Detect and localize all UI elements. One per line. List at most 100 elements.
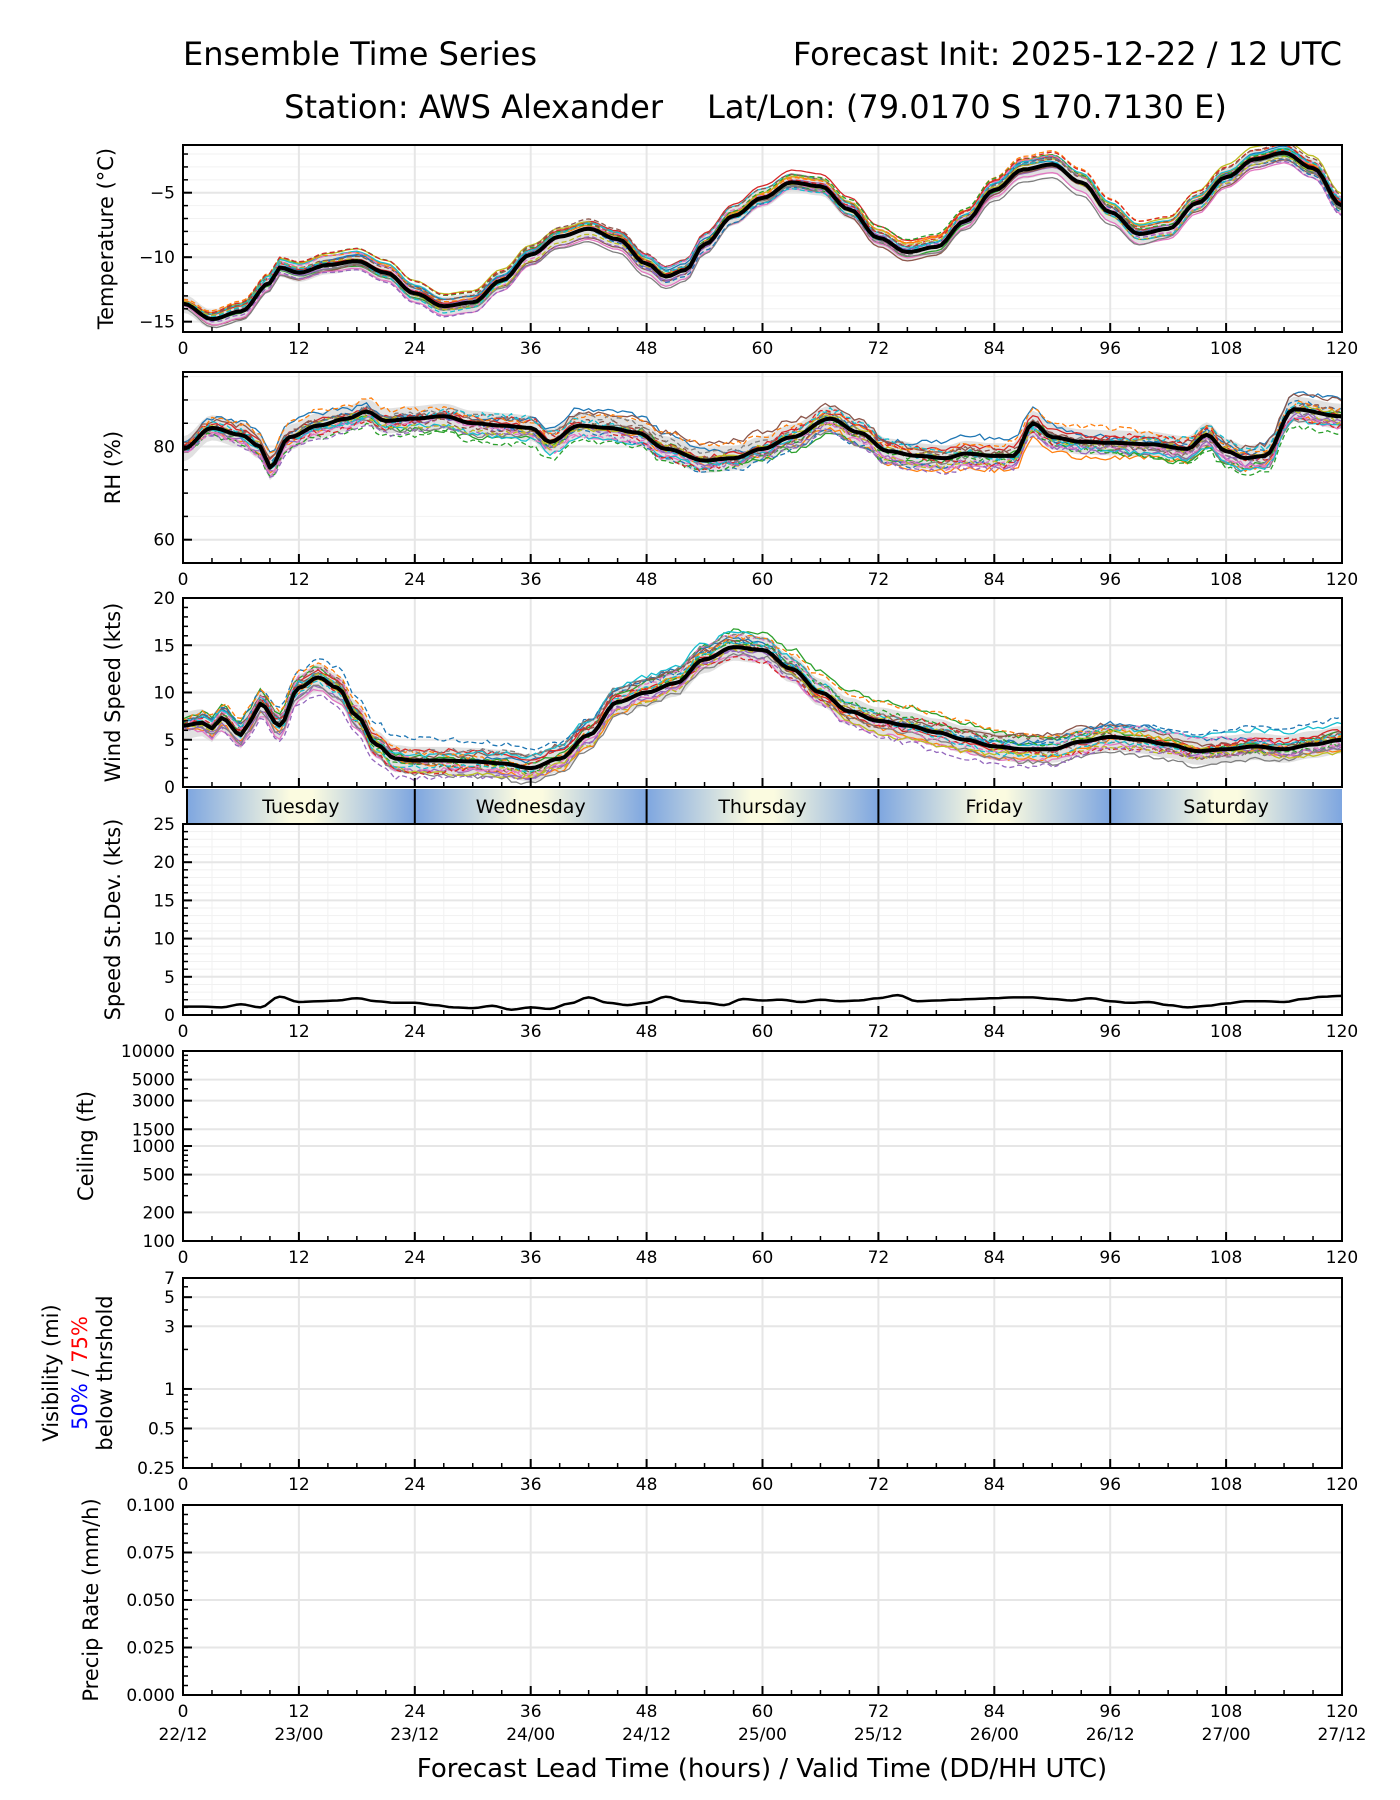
x-tick-label: 108 (1210, 1475, 1242, 1495)
station-latlon: Lat/Lon: (79.0170 S 170.7130 E) (707, 88, 1227, 126)
threshold-75-label: 75% (68, 1316, 92, 1363)
forecast-init: Forecast Init: 2025-12-22 / 12 UTC (793, 35, 1342, 73)
x-tick-label: 96 (1099, 1475, 1121, 1495)
x-valid-time-label: 22/12 (159, 1725, 208, 1745)
x-tick-label: 48 (636, 339, 658, 359)
x-tick-label: 48 (636, 1702, 658, 1722)
x-tick-label: 48 (636, 570, 658, 590)
y-tick-label: 7 (164, 1269, 175, 1289)
y-tick-label: 10 (153, 930, 175, 950)
y-tick-label: 0.5 (148, 1419, 175, 1439)
panel-temperature: 0 12 24 36 48 60 72 84 96 108 120 −15 −10 −5 Temperatu… (94, 144, 1358, 359)
x-tick-label: 24 (404, 1702, 426, 1722)
day-segment (187, 789, 415, 823)
x-tick-label: 108 (1210, 1702, 1242, 1722)
x-tick-label: 84 (983, 570, 1005, 590)
x-tick-label: 12 (288, 1702, 310, 1722)
plot-area (183, 993, 1342, 1011)
x-tick-label: 0 (178, 1475, 189, 1495)
ensemble-member-line (183, 650, 1342, 782)
x-tick-label: 36 (520, 339, 542, 359)
x-tick-label: 12 (288, 1475, 310, 1495)
x-valid-time-label: 24/00 (506, 1725, 555, 1745)
x-tick-label: 84 (983, 1475, 1005, 1495)
x-tick-label: 36 (520, 1702, 542, 1722)
x-valid-time-label: 25/12 (854, 1725, 903, 1745)
x-tick-label: 72 (868, 1022, 890, 1042)
x-tick-label: 36 (520, 570, 542, 590)
x-tick-label: 12 (288, 1248, 310, 1268)
y-tick-label: 60 (153, 531, 175, 551)
x-tick-label: 96 (1099, 570, 1121, 590)
figure-title: Ensemble Time Series (183, 35, 537, 73)
stdev-line (183, 993, 1342, 1011)
plot-area (183, 145, 1342, 329)
panel-wind-speed: 0 5 10 15 20 Wind Speed (kts) (101, 589, 1343, 798)
x-tick-label: 84 (983, 1702, 1005, 1722)
x-valid-time-label: 26/00 (970, 1725, 1019, 1745)
x-valid-time-label: 23/00 (274, 1725, 323, 1745)
x-tick-label: 72 (868, 1702, 890, 1722)
ensemble-member-line (183, 632, 1342, 760)
ensemble-member-line (183, 410, 1342, 479)
y-axis-label: Wind Speed (kts) (101, 603, 125, 783)
y-axis-label: Speed St.Dev. (kts) (101, 819, 125, 1021)
day-label: Tuesday (261, 796, 339, 818)
ensemble-member-line (183, 150, 1342, 320)
ensemble-member-line (183, 402, 1342, 469)
day-segment (414, 789, 647, 823)
station-name: Station: AWS Alexander (284, 88, 664, 126)
ensemble-mean-line (183, 407, 1342, 470)
y-tick-label: 1 (164, 1380, 175, 1400)
y-tick-label: 0.100 (126, 1496, 175, 1516)
y-axis-label: Precip Rate (mm/h) (79, 1498, 103, 1701)
y-tick-label: 10 (153, 684, 175, 704)
ensemble-member-line (183, 641, 1342, 751)
y-tick-label: 0.050 (126, 1591, 175, 1611)
y-tick-label: 5 (164, 731, 175, 751)
ensemble-member-line (183, 409, 1342, 472)
x-tick-label: 12 (288, 570, 310, 590)
day-band: Tuesday Wednesday Thursday Friday Saturday (186, 789, 1342, 823)
x-tick-label: 96 (1099, 1248, 1121, 1268)
y-axis-threshold-caption: below thrshold (93, 1295, 117, 1450)
y-axis-label: RH (%) (101, 431, 125, 504)
y-tick-label: 25 (153, 815, 175, 835)
ensemble-mean-line (183, 150, 1342, 322)
x-tick-label: 84 (983, 1022, 1005, 1042)
ensemble-member-line (183, 420, 1342, 478)
x-tick-label: 72 (868, 1248, 890, 1268)
day-label: Wednesday (476, 796, 586, 818)
x-tick-label: 108 (1210, 1022, 1242, 1042)
x-tick-label: 72 (868, 339, 890, 359)
x-tick-label: 0 (178, 1022, 189, 1042)
y-tick-label: 10000 (121, 1042, 175, 1062)
x-tick-label: 24 (404, 339, 426, 359)
y-axis-label: Ceiling (ft) (74, 1091, 98, 1201)
x-tick-label: 96 (1099, 339, 1121, 359)
y-tick-label: 0.025 (126, 1639, 175, 1659)
y-axis-label: Temperature (°C) (94, 148, 118, 330)
y-tick-label: 1000 (132, 1137, 175, 1157)
x-tick-label: 120 (1326, 1022, 1358, 1042)
y-tick-label: 80 (153, 438, 175, 458)
x-axis-label: Forecast Lead Time (hours) / Valid Time … (417, 1754, 1107, 1784)
x-tick-label: 120 (1326, 339, 1358, 359)
day-label: Saturday (1183, 796, 1269, 818)
threshold-50-label: 50% (68, 1383, 92, 1430)
x-tick-label: 36 (520, 1248, 542, 1268)
y-tick-label: 0.25 (137, 1459, 175, 1479)
x-tick-label: 108 (1210, 339, 1242, 359)
x-tick-label: 120 (1326, 1475, 1358, 1495)
ensemble-member-line (183, 145, 1342, 315)
x-tick-label: 84 (983, 339, 1005, 359)
x-tick-label: 84 (983, 1248, 1005, 1268)
day-segment (646, 789, 879, 823)
y-tick-label: 3 (164, 1317, 175, 1337)
panel-rh: 0 12 24 36 48 60 72 84 96 108 120 60 80 RH (%) (101, 371, 1358, 590)
ensemble-member-line (183, 640, 1342, 773)
y-tick-label: 500 (143, 1166, 175, 1186)
day-label: Friday (966, 796, 1024, 818)
ensemble-spread-band (183, 396, 1342, 481)
